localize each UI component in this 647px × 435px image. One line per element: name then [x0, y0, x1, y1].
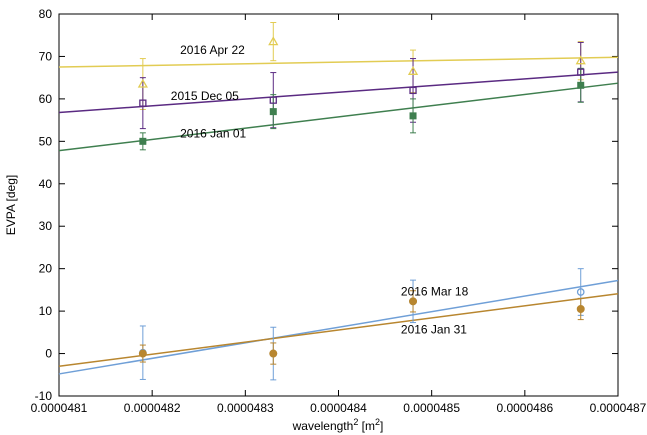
x-tick-label: 0.0000485	[403, 401, 460, 415]
marker-2016-jan-31	[576, 304, 585, 313]
series-label-2016-jan-01: 2016 Jan 01	[180, 127, 246, 141]
marker-2016-jan-01	[577, 81, 585, 89]
y-tick-label: 50	[39, 134, 53, 148]
y-tick-label: 70	[39, 49, 53, 63]
x-axis-label-unit-open: [m	[358, 419, 375, 433]
x-axis-label: wavelength2 [m2]	[292, 417, 384, 433]
series-label-2015-dec-05: 2015 Dec 05	[171, 89, 239, 103]
marker-2016-apr-22	[575, 55, 586, 65]
marker-2016-jan-01	[139, 137, 147, 145]
x-axis-label-unit-close: ]	[380, 419, 383, 433]
x-tick-label: 0.0000483	[217, 401, 274, 415]
y-tick-label: 80	[39, 7, 53, 21]
axis-ticks: -10 0 10 20 30 40 50 60 70 80 0.0000481 0.0000482 0.…	[31, 7, 647, 415]
marker-2016-jan-31	[269, 349, 278, 358]
fit-line-2016-apr-22	[58, 56, 619, 68]
fit-line-2016-jan-01	[58, 82, 619, 152]
marker-2015-dec-05	[577, 68, 585, 76]
x-tick-label: 0.0000487	[590, 401, 647, 415]
series-labels: 2016 Apr 22 2015 Dec 05 2016 Jan 01 2016 Ma…	[171, 43, 469, 336]
marker-2016-mar-18	[576, 288, 585, 296]
y-tick-label: 0	[45, 347, 52, 361]
series-label-2016-jan-31: 2016 Jan 31	[401, 322, 467, 336]
data-markers	[137, 36, 586, 358]
series-label-2016-mar-18: 2016 Mar 18	[401, 285, 469, 299]
fit-lines	[58, 56, 619, 375]
marker-2015-dec-05	[139, 99, 147, 107]
error-bar-2016-apr-22	[270, 21, 277, 62]
x-axis-label-sup-1: 2	[353, 417, 358, 427]
fit-line-2015-dec-05	[58, 71, 619, 114]
y-tick-label: -10	[35, 389, 53, 403]
x-tick-label: 0.0000484	[310, 401, 367, 415]
marker-2016-apr-22	[268, 36, 279, 46]
x-tick-label: 0.0000481	[31, 401, 88, 415]
y-axis-label: EVPA [deg]	[4, 175, 18, 236]
series-label-2016-apr-22: 2016 Apr 22	[180, 43, 245, 57]
y-tick-label: 60	[39, 92, 53, 106]
x-axis-label-main: wavelength	[292, 419, 354, 433]
fit-line-2016-jan-31	[58, 292, 619, 368]
y-tick-label: 10	[39, 304, 53, 318]
marker-2015-dec-05	[269, 96, 277, 104]
marker-2015-dec-05	[409, 86, 417, 95]
marker-2016-jan-01	[269, 108, 277, 116]
marker-2016-apr-22	[407, 65, 419, 75]
x-axis-label-sup-2: 2	[375, 417, 380, 427]
y-tick-label: 40	[39, 177, 53, 191]
marker-2016-jan-31	[138, 349, 147, 358]
x-tick-label: 0.0000482	[124, 401, 181, 415]
y-tick-label: 20	[39, 262, 53, 276]
marker-2016-jan-01	[409, 112, 417, 120]
error-bar-2015-dec-05	[139, 77, 146, 130]
marker-2016-jan-31	[409, 297, 418, 306]
marker-2016-apr-22	[137, 78, 148, 88]
fit-line-2016-mar-18	[58, 279, 619, 375]
y-tick-label: 30	[39, 219, 53, 233]
x-tick-label: 0.0000486	[496, 401, 553, 415]
